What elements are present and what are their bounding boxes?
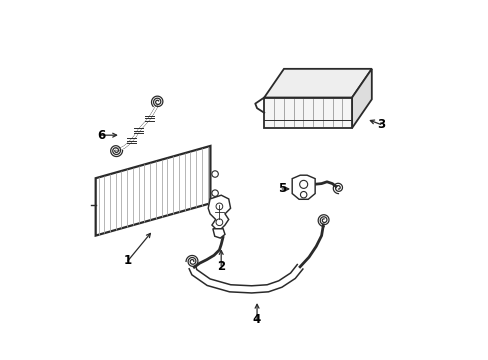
Text: 4: 4 — [252, 313, 261, 327]
Text: 2: 2 — [217, 260, 225, 273]
Text: 1: 1 — [123, 254, 132, 267]
Polygon shape — [264, 69, 371, 98]
Polygon shape — [208, 195, 230, 229]
Text: 3: 3 — [376, 118, 384, 131]
Polygon shape — [351, 69, 371, 128]
Polygon shape — [264, 98, 351, 128]
Polygon shape — [292, 175, 314, 199]
Polygon shape — [212, 229, 224, 238]
Text: 5: 5 — [278, 183, 285, 195]
Polygon shape — [96, 146, 210, 235]
Text: 6: 6 — [97, 129, 105, 142]
